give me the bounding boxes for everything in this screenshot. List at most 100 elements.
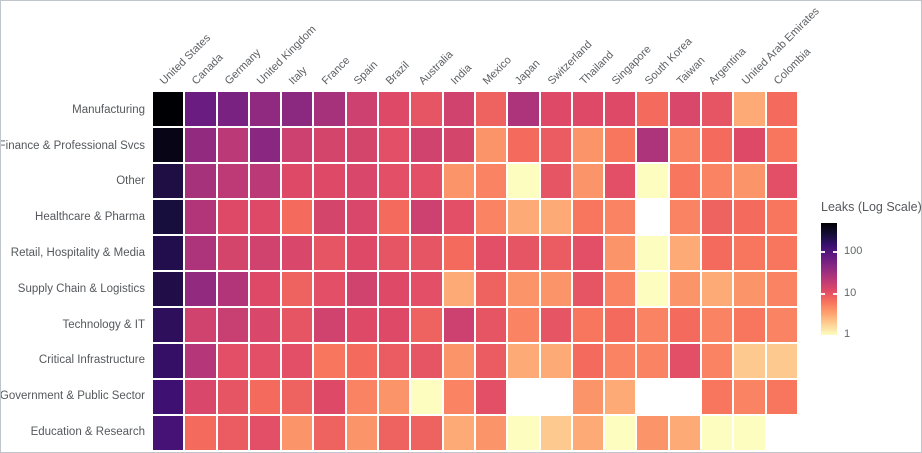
heatmap-cell[interactable] <box>443 308 474 342</box>
heatmap-cell[interactable] <box>766 344 797 378</box>
heatmap-cell[interactable] <box>572 344 604 378</box>
heatmap-cell[interactable] <box>314 308 345 342</box>
heatmap-cell[interactable] <box>249 200 281 234</box>
heatmap-cell[interactable] <box>249 236 281 270</box>
heatmap-cell[interactable] <box>508 380 539 414</box>
heatmap-cell[interactable] <box>702 272 733 306</box>
heatmap-cell[interactable] <box>605 272 636 306</box>
heatmap-cell[interactable] <box>411 200 442 234</box>
heatmap-cell[interactable] <box>475 164 507 198</box>
heatmap-cell[interactable] <box>540 92 571 126</box>
heatmap-cell[interactable] <box>314 92 345 126</box>
heatmap-cell[interactable] <box>540 200 571 234</box>
heatmap-cell[interactable] <box>282 164 313 198</box>
heatmap-cell[interactable] <box>702 416 733 450</box>
heatmap-cell[interactable] <box>475 344 507 378</box>
heatmap-cell[interactable] <box>379 380 410 414</box>
heatmap-cell[interactable] <box>766 164 797 198</box>
heatmap-cell[interactable] <box>249 380 281 414</box>
heatmap-cell[interactable] <box>669 416 701 450</box>
heatmap-cell[interactable] <box>249 164 281 198</box>
heatmap-cell[interactable] <box>637 236 668 270</box>
heatmap-cell[interactable] <box>605 380 636 414</box>
heatmap-cell[interactable] <box>475 200 507 234</box>
heatmap-cell[interactable] <box>572 308 604 342</box>
heatmap-cell[interactable] <box>249 344 281 378</box>
heatmap-cell[interactable] <box>766 272 797 306</box>
heatmap-cell[interactable] <box>702 164 733 198</box>
heatmap-cell[interactable] <box>185 272 216 306</box>
heatmap-cell[interactable] <box>637 416 668 450</box>
heatmap-cell[interactable] <box>346 236 378 270</box>
heatmap-cell[interactable] <box>282 272 313 306</box>
heatmap-cell[interactable] <box>734 272 765 306</box>
heatmap-cell[interactable] <box>185 344 216 378</box>
heatmap-cell[interactable] <box>508 128 539 162</box>
heatmap-cell[interactable] <box>540 272 571 306</box>
heatmap-cell[interactable] <box>443 344 474 378</box>
heatmap-cell[interactable] <box>572 272 604 306</box>
heatmap-cell[interactable] <box>411 164 442 198</box>
heatmap-cell[interactable] <box>411 344 442 378</box>
heatmap-cell[interactable] <box>734 416 765 450</box>
heatmap-cell[interactable] <box>217 236 248 270</box>
heatmap-cell[interactable] <box>605 308 636 342</box>
heatmap-cell[interactable] <box>766 128 797 162</box>
heatmap-cell[interactable] <box>637 380 668 414</box>
heatmap-cell[interactable] <box>734 92 765 126</box>
heatmap-cell[interactable] <box>734 236 765 270</box>
heatmap-cell[interactable] <box>669 128 701 162</box>
heatmap-cell[interactable] <box>637 272 668 306</box>
heatmap-cell[interactable] <box>443 128 474 162</box>
heatmap-cell[interactable] <box>249 416 281 450</box>
heatmap-cell[interactable] <box>282 128 313 162</box>
heatmap-cell[interactable] <box>185 380 216 414</box>
heatmap-cell[interactable] <box>153 308 184 342</box>
heatmap-cell[interactable] <box>217 344 248 378</box>
heatmap-cell[interactable] <box>605 344 636 378</box>
heatmap-cell[interactable] <box>185 308 216 342</box>
heatmap-cell[interactable] <box>766 92 797 126</box>
heatmap-cell[interactable] <box>249 128 281 162</box>
heatmap-cell[interactable] <box>475 416 507 450</box>
heatmap-cell[interactable] <box>185 92 216 126</box>
heatmap-cell[interactable] <box>153 92 184 126</box>
heatmap-cell[interactable] <box>637 200 668 234</box>
heatmap-cell[interactable] <box>379 200 410 234</box>
heatmap-cell[interactable] <box>702 308 733 342</box>
heatmap-cell[interactable] <box>379 416 410 450</box>
heatmap-cell[interactable] <box>217 92 248 126</box>
heatmap-cell[interactable] <box>346 380 378 414</box>
heatmap-cell[interactable] <box>766 200 797 234</box>
heatmap-cell[interactable] <box>314 128 345 162</box>
heatmap-cell[interactable] <box>153 416 184 450</box>
heatmap-cell[interactable] <box>217 164 248 198</box>
heatmap-cell[interactable] <box>443 236 474 270</box>
heatmap-cell[interactable] <box>572 416 604 450</box>
heatmap-cell[interactable] <box>508 308 539 342</box>
heatmap-cell[interactable] <box>669 236 701 270</box>
heatmap-cell[interactable] <box>669 92 701 126</box>
heatmap-cell[interactable] <box>443 416 474 450</box>
heatmap-cell[interactable] <box>282 92 313 126</box>
heatmap-cell[interactable] <box>605 128 636 162</box>
heatmap-cell[interactable] <box>605 416 636 450</box>
heatmap-cell[interactable] <box>669 380 701 414</box>
heatmap-cell[interactable] <box>346 92 378 126</box>
heatmap-cell[interactable] <box>217 416 248 450</box>
heatmap-cell[interactable] <box>314 164 345 198</box>
heatmap-cell[interactable] <box>379 236 410 270</box>
heatmap-cell[interactable] <box>153 164 184 198</box>
heatmap-cell[interactable] <box>314 344 345 378</box>
heatmap-cell[interactable] <box>379 308 410 342</box>
heatmap-cell[interactable] <box>475 380 507 414</box>
heatmap-cell[interactable] <box>217 272 248 306</box>
heatmap-cell[interactable] <box>411 416 442 450</box>
heatmap-cell[interactable] <box>217 380 248 414</box>
heatmap-cell[interactable] <box>508 236 539 270</box>
heatmap-cell[interactable] <box>314 416 345 450</box>
heatmap-cell[interactable] <box>637 128 668 162</box>
heatmap-cell[interactable] <box>282 416 313 450</box>
heatmap-cell[interactable] <box>475 272 507 306</box>
heatmap-cell[interactable] <box>766 380 797 414</box>
